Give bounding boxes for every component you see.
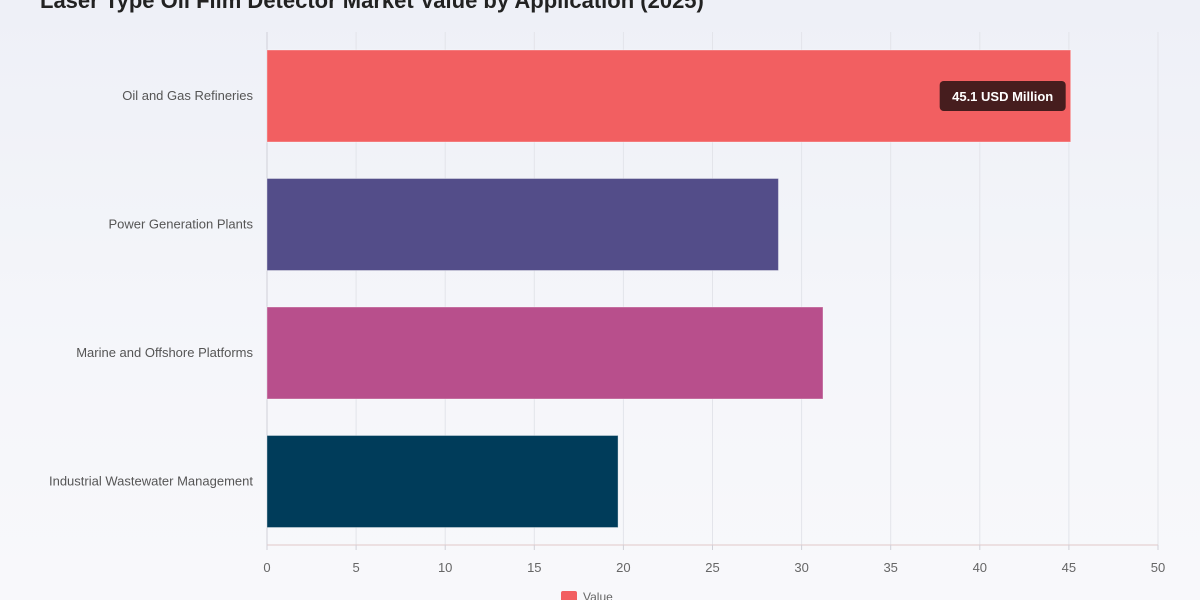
x-tick-label: 5 (352, 560, 359, 575)
category-label: Industrial Wastewater Management (49, 474, 253, 489)
bar (266, 178, 779, 271)
x-tick-label: 40 (973, 560, 987, 575)
tooltip: 45.1 USD Million (939, 81, 1066, 111)
category-label: Oil and Gas Refineries (122, 88, 253, 103)
x-tick-label: 0 (263, 560, 270, 575)
category-label: Power Generation Plants (108, 217, 253, 232)
x-tick-label: 15 (527, 560, 541, 575)
category-labels: Oil and Gas Refineries Power Generation P… (49, 88, 254, 489)
category-label: Marine and Offshore Platforms (76, 345, 253, 360)
legend[interactable]: Value (561, 590, 613, 600)
x-tick-label: 50 (1151, 560, 1165, 575)
x-tick-label: 45 (1062, 560, 1076, 575)
chart-title: Laser Type Oil Film Detector Market Valu… (40, 0, 704, 13)
legend-label: Value (583, 590, 613, 600)
bar (266, 49, 1072, 143)
legend-swatch (561, 591, 577, 600)
x-tick-label: 25 (705, 560, 719, 575)
bar (266, 306, 824, 400)
x-tick-label: 20 (616, 560, 630, 575)
x-tick-label: 30 (794, 560, 808, 575)
x-tick-label: 10 (438, 560, 452, 575)
tooltip-box (939, 81, 1066, 111)
tooltip-text: 45.1 USD Million (952, 89, 1053, 104)
x-axis-ticks: 0 5 10 15 20 25 30 35 40 45 50 (263, 545, 1165, 575)
x-tick-label: 35 (883, 560, 897, 575)
bars (266, 49, 1072, 528)
bar (266, 435, 619, 528)
